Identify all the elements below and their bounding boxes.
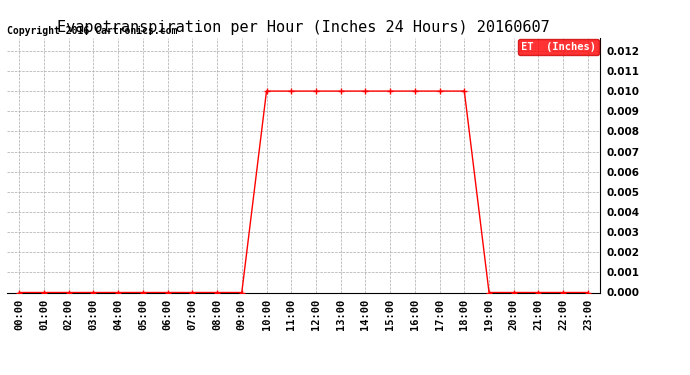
Legend: ET  (Inches): ET (Inches) [518,39,599,55]
Text: Copyright 2016 Cartronics.com: Copyright 2016 Cartronics.com [7,26,177,36]
Title: Evapotranspiration per Hour (Inches 24 Hours) 20160607: Evapotranspiration per Hour (Inches 24 H… [57,20,550,35]
